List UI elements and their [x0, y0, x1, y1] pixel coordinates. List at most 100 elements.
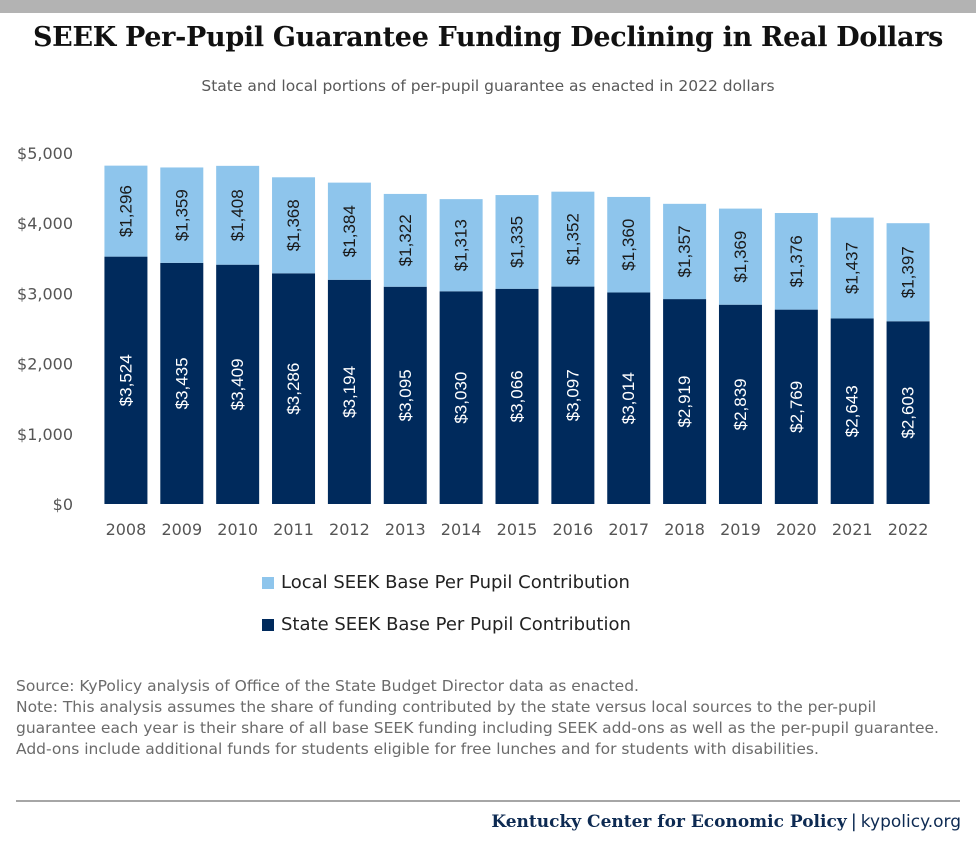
bar-local — [272, 177, 316, 274]
source-note: Source: KyPolicy analysis of Office of t… — [16, 677, 639, 695]
notes-block: Source: KyPolicy analysis of Office of t… — [16, 676, 961, 760]
x-tick-label: 2009 — [161, 520, 202, 539]
data-label-local: $1,352 — [563, 213, 582, 265]
footer-website-link[interactable]: kypolicy.org — [860, 812, 961, 832]
chart-subtitle: State and local portions of per-pupil gu… — [201, 77, 775, 95]
x-tick-label: 2017 — [608, 520, 649, 539]
data-label-local: $1,368 — [284, 199, 303, 251]
bar-state — [718, 304, 762, 504]
legend-swatch-local — [262, 576, 274, 589]
bar-state — [383, 286, 427, 504]
data-label-state: $2,919 — [675, 376, 694, 428]
data-label-state: $3,524 — [116, 354, 135, 406]
y-tick-label: $1,000 — [17, 425, 73, 444]
data-label-local: $1,313 — [452, 219, 471, 271]
bar-state — [607, 292, 651, 504]
bar-local — [216, 165, 260, 265]
footer-divider — [16, 800, 960, 802]
bar-local — [830, 217, 874, 319]
bar-state — [886, 321, 930, 504]
data-label-state: $3,097 — [563, 369, 582, 421]
bar-state — [439, 291, 483, 504]
y-axis: $0 $1,000 $2,000 $3,000 $4,000 $5,000 — [17, 144, 73, 514]
bars: $3,524 $1,296 $3,435 $1,359 $3,409 $1,408 $3,2… — [104, 165, 930, 504]
data-label-local: $1,359 — [172, 189, 191, 241]
data-label-local: $1,360 — [619, 219, 638, 271]
bar-local — [495, 195, 539, 289]
x-tick-label: 2008 — [106, 520, 147, 539]
bar-local — [160, 167, 204, 263]
footer: Kentucky Center for Economic Policy | kypo… — [491, 811, 961, 832]
x-axis: 2008 2009 2010 2011 2012 2013 2014 2015 2016 2017… — [106, 520, 929, 539]
bar-state — [272, 273, 316, 504]
data-label-local: $1,369 — [731, 231, 750, 283]
bar-state — [216, 264, 260, 504]
x-tick-label: 2018 — [664, 520, 705, 539]
y-tick-label: $4,000 — [17, 214, 73, 233]
x-tick-label: 2019 — [720, 520, 761, 539]
y-tick-label: $0 — [53, 495, 73, 514]
x-tick-label: 2020 — [776, 520, 817, 539]
bar-state — [830, 318, 874, 504]
data-label-state: $3,095 — [396, 369, 415, 421]
data-label-state: $2,769 — [787, 381, 806, 433]
bar-state — [551, 286, 595, 504]
data-label-local: $1,384 — [340, 205, 359, 257]
bar-local — [327, 182, 371, 280]
data-label-local: $1,376 — [787, 235, 806, 287]
top-decorative-bar — [0, 0, 976, 13]
y-tick-label: $3,000 — [17, 284, 73, 303]
x-tick-label: 2014 — [441, 520, 482, 539]
footer-separator: | — [850, 811, 857, 832]
data-label-state: $2,643 — [843, 385, 862, 437]
x-tick-label: 2015 — [497, 520, 538, 539]
bar-local — [774, 213, 818, 310]
x-tick-label: 2011 — [273, 520, 314, 539]
legend-item-local: Local SEEK Base Per Pupil Contribution — [262, 572, 630, 593]
x-tick-label: 2013 — [385, 520, 426, 539]
bar-local — [551, 191, 595, 287]
chart-title: SEEK Per-Pupil Guarantee Funding Declini… — [32, 22, 944, 53]
bar-local — [718, 208, 762, 305]
x-tick-label: 2010 — [217, 520, 258, 539]
bar-state — [160, 262, 204, 504]
legend-item-state: State SEEK Base Per Pupil Contribution — [262, 614, 631, 635]
data-label-local: $1,437 — [843, 242, 862, 294]
data-label-local: $1,357 — [675, 225, 694, 277]
footer-org-name: Kentucky Center for Economic Policy — [491, 812, 847, 832]
data-label-local: $1,408 — [228, 189, 247, 241]
legend-label-local: Local SEEK Base Per Pupil Contribution — [281, 572, 630, 593]
data-label-state: $3,030 — [452, 372, 471, 424]
bar-state — [327, 279, 371, 504]
bar-state — [774, 309, 818, 504]
x-tick-label: 2021 — [832, 520, 873, 539]
data-label-state: $3,409 — [228, 358, 247, 410]
data-label-local: $1,296 — [116, 185, 135, 237]
data-label-local: $1,397 — [899, 246, 918, 298]
data-label-state: $3,194 — [340, 366, 359, 418]
legend-swatch-state — [262, 618, 274, 631]
methodology-note: Note: This analysis assumes the share of… — [16, 698, 939, 758]
data-label-local: $1,335 — [508, 216, 527, 268]
bar-local — [104, 165, 148, 257]
x-tick-label: 2016 — [553, 520, 594, 539]
bar-local — [886, 223, 930, 322]
data-label-state: $3,286 — [284, 363, 303, 415]
data-label-local: $1,322 — [396, 214, 415, 266]
bar-state — [104, 256, 148, 504]
y-tick-label: $5,000 — [17, 144, 73, 163]
bar-local — [663, 203, 707, 300]
bar-state — [663, 299, 707, 504]
data-label-state: $2,839 — [731, 378, 750, 430]
data-label-state: $3,066 — [508, 370, 527, 422]
bar-local — [439, 199, 483, 292]
y-tick-label: $2,000 — [17, 355, 73, 374]
bar-state — [495, 288, 539, 504]
bar-local — [383, 193, 427, 287]
data-label-state: $3,014 — [619, 372, 638, 424]
data-label-state: $2,603 — [899, 387, 918, 439]
bar-local — [607, 196, 651, 293]
x-tick-label: 2012 — [329, 520, 370, 539]
x-tick-label: 2022 — [888, 520, 929, 539]
stacked-bar-chart: $0 $1,000 $2,000 $3,000 $4,000 $5,000 $3,524 $… — [17, 144, 930, 539]
